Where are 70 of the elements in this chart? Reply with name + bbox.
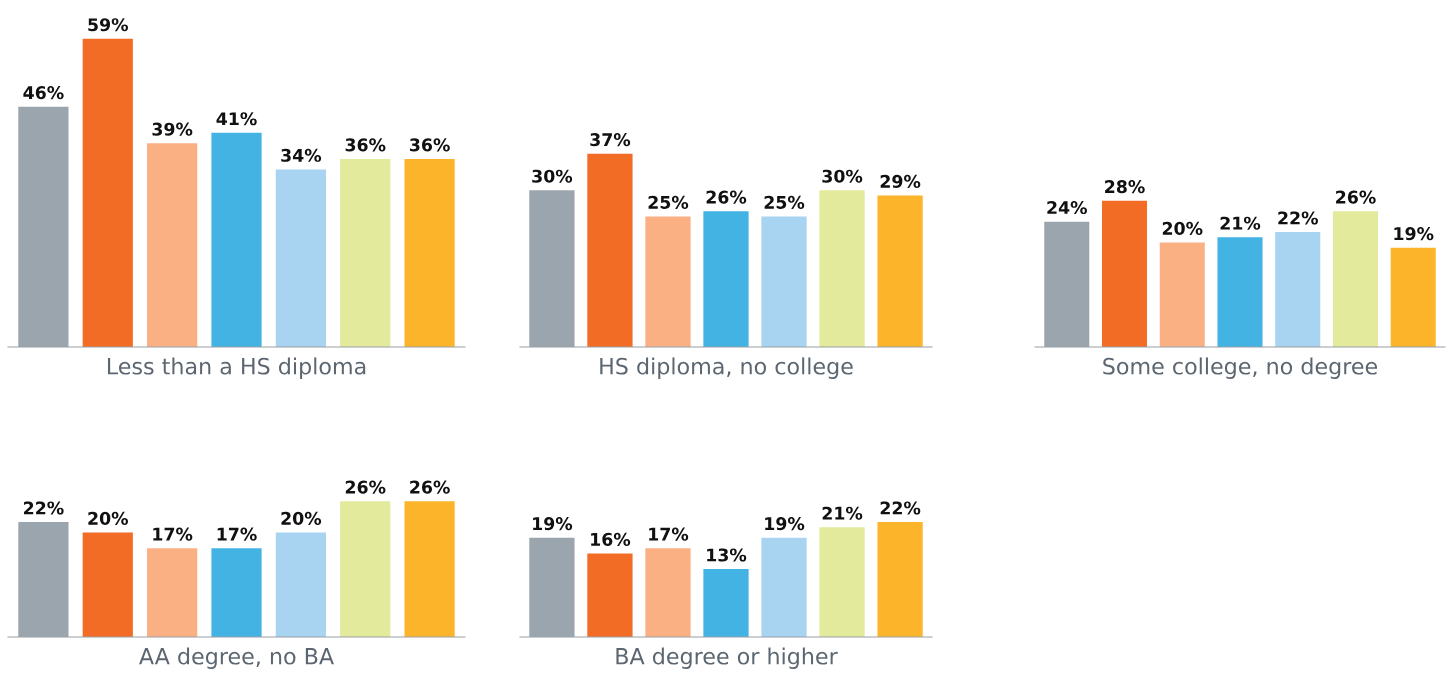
bar — [275, 532, 326, 637]
data-label: 20% — [1162, 221, 1203, 235]
data-label: 26% — [410, 480, 450, 494]
data-label: 46% — [23, 86, 64, 100]
data-label: 24% — [1047, 200, 1087, 215]
bar — [761, 537, 807, 637]
bar — [1217, 237, 1263, 347]
data-label: 30% — [822, 169, 863, 183]
data-label: 26% — [345, 480, 386, 494]
bar — [275, 169, 326, 347]
data-label: 28% — [1105, 180, 1145, 194]
data-label: 13% — [707, 548, 747, 562]
bar — [82, 38, 133, 347]
data-label: 29% — [880, 174, 921, 188]
data-label: 19% — [765, 517, 805, 531]
data-label: 19% — [533, 517, 573, 531]
data-label: 21% — [822, 506, 863, 520]
data-label: 22% — [880, 501, 921, 515]
bar — [340, 501, 391, 637]
data-label: 37% — [590, 133, 631, 147]
data-label: 30% — [532, 169, 573, 183]
data-label: 22% — [24, 501, 64, 515]
data-label: 34% — [281, 148, 322, 162]
bar — [1159, 242, 1205, 347]
bar — [819, 527, 865, 637]
bar — [82, 532, 133, 637]
x-axis-title: BA degree or higher — [616, 647, 838, 669]
data-label: 20% — [88, 511, 128, 525]
bar — [1275, 232, 1321, 347]
bar — [1101, 200, 1148, 347]
bar — [645, 548, 691, 637]
bar — [761, 216, 807, 347]
bar — [877, 195, 923, 347]
bar — [404, 158, 455, 347]
data-label: 41% — [216, 112, 257, 126]
x-axis-title: Some college, no degree — [1103, 357, 1378, 379]
bar — [211, 548, 262, 637]
data-label: 26% — [706, 190, 747, 204]
x-axis-title: HS diploma, no college — [600, 357, 853, 379]
data-label: 19% — [1394, 227, 1434, 241]
bar — [587, 553, 633, 637]
bar — [645, 216, 691, 347]
data-label: 17% — [153, 527, 193, 541]
bar — [1332, 211, 1379, 347]
data-label: 39% — [152, 122, 193, 136]
data-label: 25% — [764, 195, 805, 209]
bar — [877, 522, 923, 637]
bar — [587, 153, 633, 347]
data-label: 17% — [649, 527, 689, 541]
data-label: 36% — [409, 138, 450, 152]
data-label: 26% — [1336, 190, 1376, 204]
bar — [211, 132, 262, 347]
data-label: 21% — [1220, 216, 1261, 230]
x-axis-title: Less than a HS diploma — [107, 357, 366, 379]
bar — [1390, 247, 1436, 347]
data-label: 59% — [88, 18, 128, 32]
data-label: 16% — [591, 532, 631, 546]
data-label: 17% — [217, 527, 257, 541]
data-label: 20% — [281, 511, 322, 525]
bar — [147, 548, 198, 637]
bar — [340, 158, 391, 347]
data-label: 36% — [345, 138, 386, 152]
data-label: 22% — [1278, 211, 1318, 225]
x-axis-title: AA degree, no BA — [139, 647, 334, 669]
bar — [819, 190, 865, 347]
bar — [147, 143, 198, 347]
bar — [703, 569, 749, 637]
bar — [404, 501, 455, 637]
data-label: 25% — [648, 195, 689, 209]
bar — [703, 211, 749, 347]
